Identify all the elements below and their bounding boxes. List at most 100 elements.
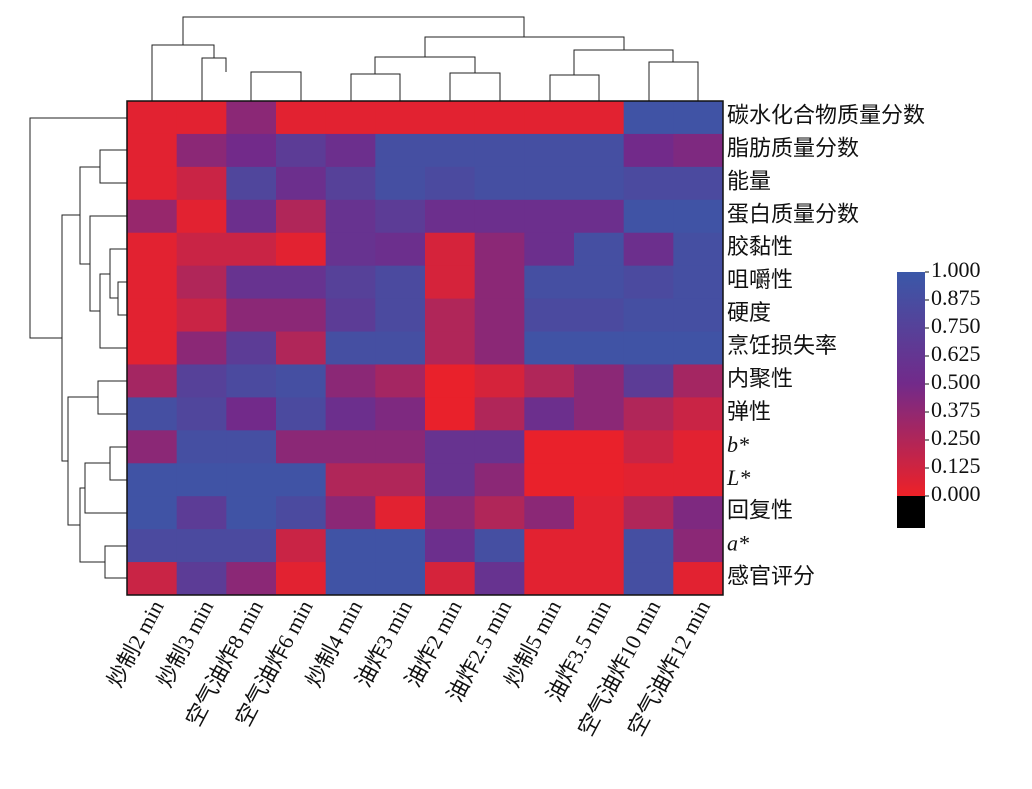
heatmap-cell: [276, 101, 327, 135]
heatmap-cell: [673, 166, 724, 201]
heatmap-cell: [673, 430, 724, 464]
heatmap-cell: [524, 298, 575, 333]
heatmap-cell: [673, 397, 724, 431]
heatmap-cell: [425, 265, 476, 300]
heatmap-cell: [623, 166, 674, 201]
colorbar-tick-label: 0.875: [931, 285, 981, 310]
heatmap-cell: [276, 298, 327, 333]
heatmap-cell: [474, 232, 525, 267]
heatmap-cell: [375, 166, 426, 201]
heatmap-cell: [623, 265, 674, 300]
plot-border: [126, 100, 724, 596]
colorbar: [897, 272, 925, 496]
heatmap-cell: [276, 166, 327, 201]
heatmap-cell: [474, 331, 525, 365]
heatmap-cell: [574, 463, 625, 497]
heatmap-cell: [574, 331, 625, 365]
heatmap-cell: [176, 496, 227, 530]
row-label: 碳水化合物质量分数: [727, 103, 925, 128]
heatmap-cell: [226, 562, 277, 596]
heatmap-cell: [524, 496, 575, 530]
heatmap-cell: [375, 265, 426, 300]
heatmap-cell: [623, 529, 674, 563]
heatmap-cell: [375, 529, 426, 563]
heatmap-cell: [325, 265, 376, 300]
heatmap-cell: [425, 529, 476, 563]
heatmap-cell: [623, 331, 674, 365]
heatmap-cell: [375, 331, 426, 365]
heatmap-cell: [425, 496, 476, 530]
heatmap-cell: [276, 529, 327, 563]
heatmap-cell: [474, 496, 525, 530]
heatmap-cell: [127, 496, 178, 530]
heatmap-cell: [524, 331, 575, 365]
heatmap-cell: [574, 397, 625, 431]
heatmap-cell: [623, 232, 674, 267]
heatmap-cell: [425, 232, 476, 267]
heatmap-cell: [524, 397, 575, 431]
heatmap-cell: [425, 199, 476, 234]
heatmap-cell: [425, 166, 476, 201]
heatmap-cell: [425, 101, 476, 135]
heatmap-cell: [623, 562, 674, 596]
heatmap-cell: [623, 496, 674, 530]
row-label: 脂肪质量分数: [727, 135, 859, 160]
heatmap-cell: [524, 133, 575, 168]
heatmap-cell: [325, 463, 376, 497]
row-label: 硬度: [727, 300, 771, 325]
heatmap-cell: [127, 133, 178, 168]
heatmap-cell: [375, 133, 426, 168]
heatmap-cell: [375, 496, 426, 530]
heatmap-cell: [425, 331, 476, 365]
heatmap-cell: [623, 364, 674, 398]
heatmap-cell: [276, 133, 327, 168]
heatmap-cell: [375, 199, 426, 234]
heatmap-cell: [325, 496, 376, 530]
heatmap-cell: [474, 298, 525, 333]
heatmap-cell: [276, 331, 327, 365]
heatmap-cell: [524, 463, 575, 497]
heatmap-cell: [127, 529, 178, 563]
heatmap-cell: [524, 265, 575, 300]
heatmap-cell: [673, 298, 724, 333]
heatmap-cell: [375, 364, 426, 398]
heatmap-cell: [574, 166, 625, 201]
heatmap-cell: [325, 166, 376, 201]
heatmap-cell: [276, 562, 327, 596]
heatmap-cell: [623, 298, 674, 333]
heatmap-cell: [474, 430, 525, 464]
heatmap-cell: [375, 232, 426, 267]
heatmap-cell: [524, 364, 575, 398]
heatmap-cell: [425, 397, 476, 431]
heatmap-cell: [127, 430, 178, 464]
column-dendrogram: [151, 16, 699, 101]
heatmap-cell: [623, 101, 674, 135]
heatmap-cell: [176, 331, 227, 365]
heatmap-cell: [524, 562, 575, 596]
row-label: 感官评分: [727, 564, 815, 589]
row-label: 烹饪损失率: [727, 333, 837, 358]
heatmap-cell: [425, 133, 476, 168]
heatmap-cell: [325, 430, 376, 464]
heatmap-cell: [176, 562, 227, 596]
heatmap-cell: [226, 298, 277, 333]
heatmap-cell: [474, 101, 525, 135]
heatmap-cell: [127, 562, 178, 596]
heatmap-cell: [226, 331, 277, 365]
heatmap-cell: [176, 463, 227, 497]
heatmap-cell: [673, 364, 724, 398]
heatmap-cell: [176, 298, 227, 333]
heatmap-cell: [226, 101, 277, 135]
heatmap-cell: [276, 265, 327, 300]
row-label: 能量: [727, 168, 771, 193]
heatmap-cell: [127, 101, 178, 135]
heatmap-cell: [574, 364, 625, 398]
heatmap-cell: [176, 101, 227, 135]
heatmap-cell: [226, 430, 277, 464]
heatmap-cell: [375, 430, 426, 464]
heatmap-cell: [276, 430, 327, 464]
heatmap-cell: [524, 101, 575, 135]
row-label: 弹性: [727, 399, 771, 424]
row-label: 胶黏性: [727, 234, 793, 259]
